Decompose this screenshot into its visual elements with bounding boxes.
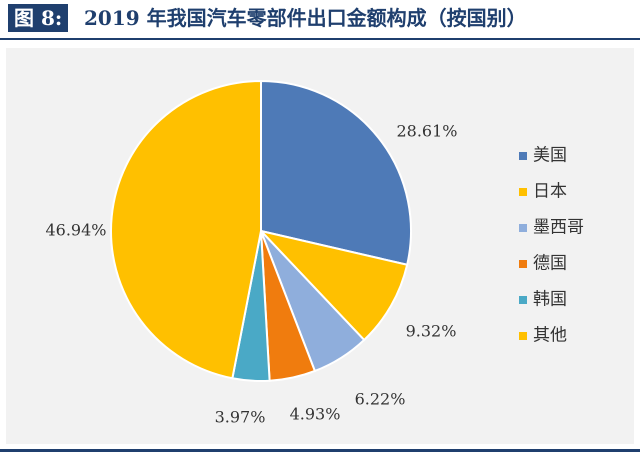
pie-slice-2 (257, 229, 409, 342)
legend-swatch-3 (519, 224, 527, 232)
pie-data-labels: 28.61% 9.32% 6.22% 4.93% 3.97% 46.94% (45, 122, 457, 427)
figure-header: 图 8: 2019 年我国汽车零部件出口金额构成（按国别） (0, 0, 640, 40)
pie-chart: 28.61% 9.32% 6.22% 4.93% 3.97% 46.94% 美国日本墨西哥… (45, 79, 584, 427)
pie-slices (110, 79, 412, 382)
data-label-6: 46.94% (45, 221, 106, 240)
legend-swatch-5 (519, 296, 527, 304)
legend-label-5: 韩国 (533, 290, 567, 310)
legend-swatch-2 (519, 188, 527, 196)
data-label-2: 9.32% (406, 322, 457, 341)
legend-label-3: 墨西哥 (533, 218, 584, 238)
chart-area: 28.61% 9.32% 6.22% 4.93% 3.97% 46.94% 美国日本墨西哥… (6, 48, 634, 444)
data-label-5: 3.97% (215, 408, 266, 427)
data-label-1: 28.61% (396, 122, 457, 141)
legend-swatch-6 (519, 332, 527, 340)
legend-label-2: 日本 (533, 182, 567, 202)
legend-swatch-4 (519, 260, 527, 268)
figure-number-tag: 图 8: (8, 4, 69, 32)
figure-title: 2019 年我国汽车零部件出口金额构成（按国别） (84, 6, 527, 30)
footer-rule (0, 449, 640, 452)
pie-slice-6 (110, 79, 262, 380)
legend-swatch-1 (519, 152, 527, 160)
legend-label-6: 其他 (533, 326, 567, 346)
data-label-3: 6.22% (355, 390, 406, 409)
legend-label-4: 德国 (533, 254, 567, 274)
data-label-4: 4.93% (290, 405, 341, 424)
pie-slice-1 (260, 79, 412, 266)
legend-label-1: 美国 (533, 146, 567, 166)
